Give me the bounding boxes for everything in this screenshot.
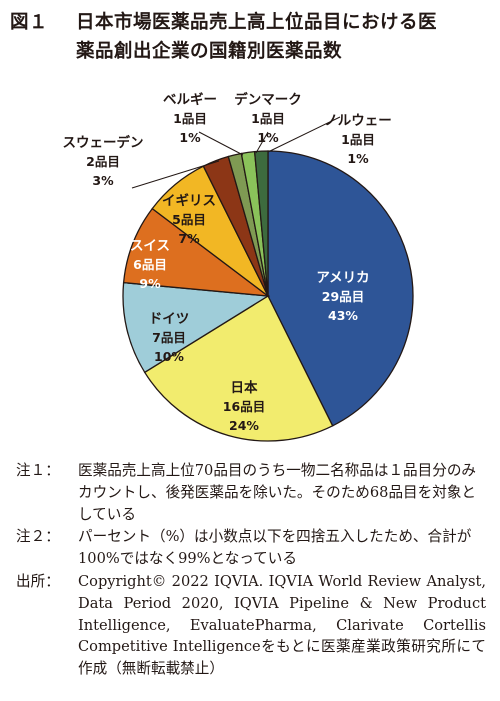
slice-label-count-3: 7品目 (152, 330, 186, 345)
leader-line-9 (267, 116, 341, 153)
title-line-2: 薬品創出企業の国籍別医薬品数 (76, 41, 343, 62)
source-text: Copyright© 2022 IQVIA. IQVIA World Revie… (78, 572, 486, 678)
slice-label-percent-9: 1% (347, 151, 369, 166)
note-2-text: パーセント（%）は小数点以下を四捨五入したため、合計が100%ではなく99%とな… (78, 528, 472, 568)
slice-label-name-1: アメリカ (316, 270, 369, 286)
note-2: 注２： パーセント（%）は小数点以下を四捨五入したため、合計が100%ではなく9… (16, 526, 486, 570)
leader-lines (131, 116, 341, 189)
notes-section: 注１： 医薬品売上高上位70品目のうち一物二名称品は１品目分のみカウントし、後発… (16, 460, 486, 681)
source-note: 出所： Copyright© 2022 IQVIA. IQVIA World R… (16, 571, 486, 680)
pie-slice-2 (143, 295, 334, 442)
leader-line-7 (198, 131, 244, 156)
slice-label-name-3: ドイツ (149, 311, 190, 327)
note-1-text: 医薬品売上高上位70品目のうち一物二名称品は１品目分のみカウントし、後発医薬品を… (78, 462, 477, 523)
slice-label-count-5: 5品目 (172, 212, 206, 227)
pie-slice-4 (122, 207, 271, 297)
slice-label-count-2: 16品目 (223, 399, 265, 414)
slice-labels: アメリカ 29品目 43% 日本 16品目 24% ドイツ 7品目 10% スイス 6品目 9% イギリ… (63, 91, 392, 433)
slice-label-count-4: 6品目 (133, 257, 167, 272)
note-1-label: 注１： (16, 462, 60, 479)
pie-slice-3 (122, 281, 270, 374)
source-label: 出所： (16, 572, 60, 590)
slice-label-percent-8: 1% (257, 130, 279, 145)
slice-label-name-9: ノルウェー (324, 113, 392, 129)
slice-label-percent-6: 3% (92, 173, 114, 188)
note-1: 注１： 医薬品売上高上位70品目のうち一物二名称品は１品目分のみカウントし、後発… (16, 460, 486, 525)
slice-label-count-9: 1品目 (341, 132, 375, 147)
slice-label-name-5: イギリス (162, 193, 216, 209)
slice-label-count-1: 29品目 (322, 289, 364, 304)
title-line-1: 日本市場医薬品売上高上位品目における医 (76, 12, 438, 33)
slice-label-percent-2: 24% (229, 418, 259, 433)
slice-label-percent-5: 7% (178, 231, 200, 246)
slice-label-percent-4: 9% (139, 276, 161, 291)
figure-title: 図１ 日本市場医薬品売上高上位品目における医 薬品創出企業の国籍別医薬品数 (10, 8, 490, 66)
pie-slice-1 (267, 150, 414, 427)
slice-label-name-4: スイス (130, 238, 170, 254)
slice-label-name-6: スウェーデン (63, 134, 144, 151)
pie-chart: アメリカ 29品目 43% 日本 16品目 24% ドイツ 7品目 10% スイス 6品目 9% イギリ… (63, 91, 414, 442)
pie-slices (122, 150, 414, 442)
figure-number: 図１ (10, 12, 49, 33)
slice-label-percent-3: 10% (154, 349, 184, 364)
slice-label-percent-1: 43% (328, 308, 358, 323)
leader-line-8 (255, 131, 269, 154)
leader-line-6 (131, 160, 220, 189)
slice-label-count-7: 1品目 (173, 111, 207, 126)
slice-label-name-2: 日本 (231, 379, 258, 396)
slice-label-percent-7: 1% (179, 130, 201, 145)
note-2-label: 注２： (16, 528, 60, 546)
slice-label-count-8: 1品目 (251, 111, 285, 126)
slice-label-count-6: 2品目 (86, 154, 120, 169)
slice-label-name-7: ベルギー (163, 92, 217, 108)
pie-slice-9 (253, 150, 269, 297)
slice-label-name-8: デンマーク (234, 91, 302, 108)
